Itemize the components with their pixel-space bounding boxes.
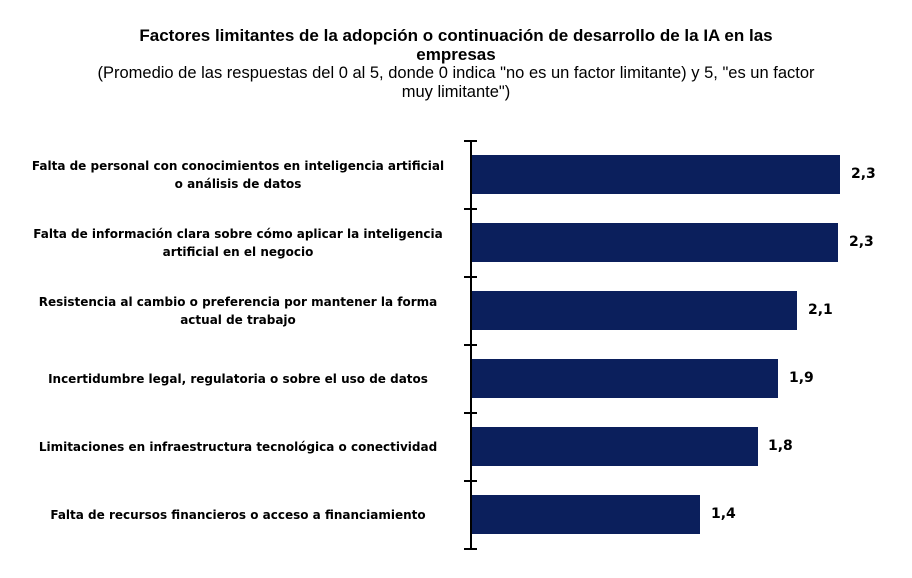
- chart-header: Factores limitantes de la adopción o con…: [60, 26, 852, 102]
- chart-title: Factores limitantes de la adopción o con…: [139, 26, 773, 64]
- value-label: 2,3: [849, 234, 874, 250]
- bar: [472, 427, 758, 466]
- value-label: 1,4: [711, 506, 736, 522]
- axis-tick: [464, 412, 477, 414]
- bar: [472, 291, 797, 330]
- value-label: 1,8: [768, 438, 793, 454]
- chart-subtitle: (Promedio de las respuestas del 0 al 5, …: [97, 64, 815, 101]
- bar: [472, 495, 700, 534]
- axis-tick: [464, 480, 477, 482]
- axis-tick: [464, 140, 477, 142]
- bar: [472, 223, 838, 262]
- category-label: Falta de recursos financieros o acceso a…: [50, 508, 426, 522]
- category-label: Falta de personal con conocimientos en i…: [31, 159, 445, 191]
- axis-tick: [464, 208, 477, 210]
- category-label: Incertidumbre legal, regulatoria o sobre…: [48, 372, 428, 386]
- category-label: Limitaciones en infraestructura tecnológ…: [38, 440, 438, 454]
- axis-tick: [464, 548, 477, 550]
- value-label: 1,9: [789, 370, 814, 386]
- value-label: 2,3: [851, 166, 876, 182]
- category-label: Falta de información clara sobre cómo ap…: [33, 227, 443, 259]
- value-label: 2,1: [808, 302, 833, 318]
- bar: [472, 155, 840, 194]
- category-label: Resistencia al cambio o preferencia por …: [38, 295, 438, 327]
- axis-tick: [464, 276, 477, 278]
- bar: [472, 359, 778, 398]
- axis-tick: [464, 344, 477, 346]
